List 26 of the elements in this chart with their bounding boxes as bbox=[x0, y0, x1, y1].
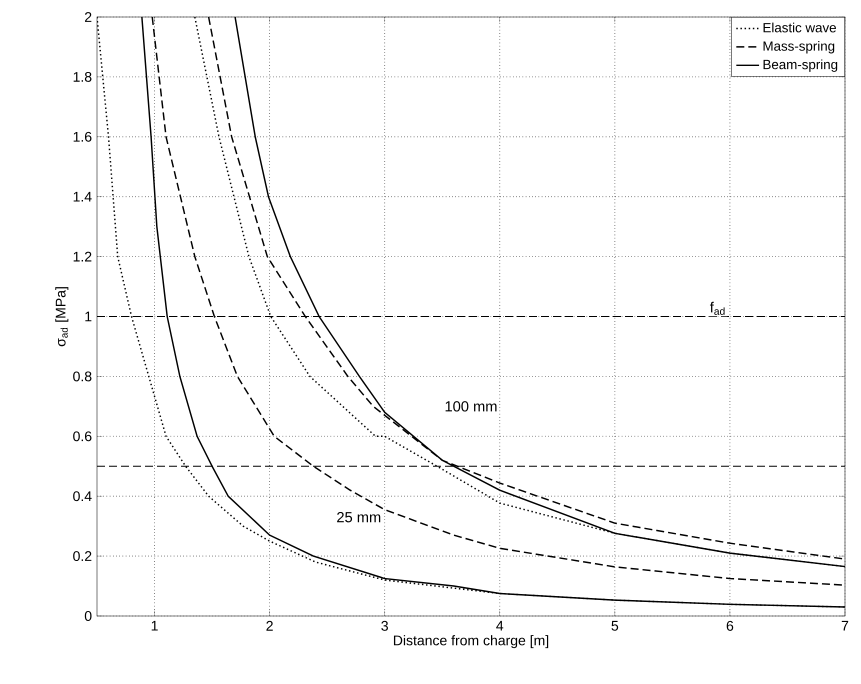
legend-label: Beam-spring bbox=[764, 59, 838, 72]
x-axis-title: Distance from charge [m] bbox=[394, 635, 548, 648]
x-tick-label: 2 bbox=[266, 620, 273, 631]
x-tick-label: 4 bbox=[496, 620, 504, 631]
y-tick-label: 1.8 bbox=[74, 72, 92, 82]
legend-label: Elastic wave bbox=[764, 22, 836, 32]
y-tick-label: 2 bbox=[84, 12, 92, 22]
x-tick-label: 6 bbox=[726, 620, 734, 631]
x-tick-label: 5 bbox=[612, 620, 618, 631]
x-tick-label: 3 bbox=[381, 620, 388, 631]
x-tick-label: 1 bbox=[152, 620, 158, 631]
x-tick-label: 7 bbox=[842, 620, 848, 631]
y-tick-label: 1.4 bbox=[74, 192, 92, 202]
y-tick-label: 1 bbox=[85, 312, 92, 322]
y-tick-label: 0.6 bbox=[73, 431, 92, 442]
annotation: 100 mm bbox=[446, 401, 496, 412]
y-axis-title: σ$_{ad}$ [MPa] bbox=[55, 287, 68, 346]
y-tick-label: 1.2 bbox=[74, 252, 92, 262]
y-tick-label: 0.2 bbox=[73, 551, 92, 562]
y-tick-label: 0 bbox=[84, 611, 92, 621]
ref-line-label: f$_{ad}$ bbox=[710, 302, 725, 315]
annotation: 25 mm bbox=[337, 512, 380, 522]
y-tick-label: 1.6 bbox=[74, 132, 92, 142]
y-tick-label: 0.4 bbox=[73, 491, 92, 502]
y-tick-label: 0.8 bbox=[73, 371, 92, 382]
legend-label: Mass-spring bbox=[764, 41, 834, 54]
